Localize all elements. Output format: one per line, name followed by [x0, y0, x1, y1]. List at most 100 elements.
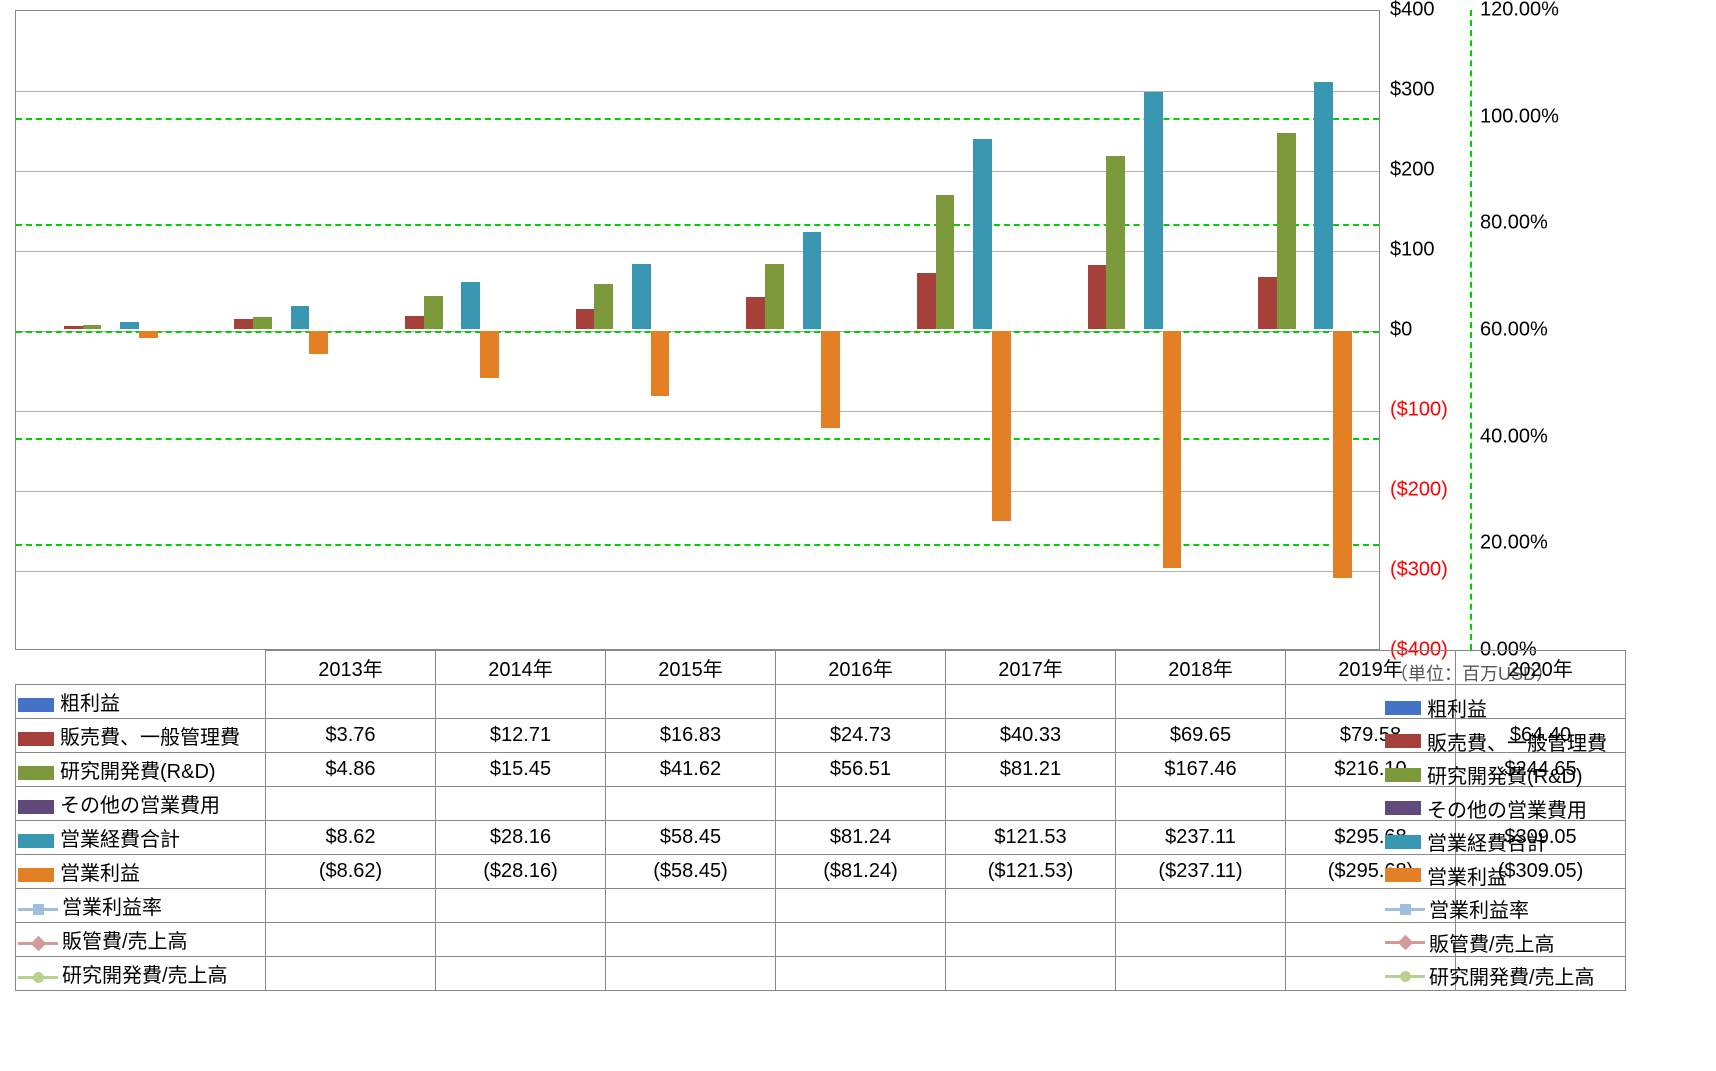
legend-item: 研究開発費/売上高 [1385, 959, 1607, 993]
table-cell: $16.83 [606, 719, 776, 753]
table-cell [946, 957, 1116, 991]
bar-opex [803, 232, 822, 329]
legend-label: 販管費/売上高 [1429, 928, 1555, 957]
bar-opex [632, 264, 651, 329]
table-cell [776, 889, 946, 923]
series-label: その他の営業費用 [60, 795, 220, 817]
table-cell [266, 685, 436, 719]
legend-label: 研究開発費(R&D) [1427, 760, 1583, 789]
legend-label: 営業経費合計 [1427, 827, 1547, 856]
table-cell: ($121.53) [946, 855, 1116, 889]
table-cell: $58.45 [606, 821, 776, 855]
table-cell: $167.46 [1116, 753, 1286, 787]
table-cell [606, 787, 776, 821]
legend-item: 営業経費合計 [1385, 825, 1607, 859]
bar-sga [576, 309, 595, 329]
table-cell [946, 685, 1116, 719]
table-cell [946, 923, 1116, 957]
bar-opex [120, 322, 139, 329]
table-cell: ($58.45) [606, 855, 776, 889]
bar-rnd [1277, 133, 1296, 329]
table-cell [606, 685, 776, 719]
secondary-axis-line [1470, 10, 1472, 650]
table-cell [436, 787, 606, 821]
table-cell: $12.71 [436, 719, 606, 753]
legend-item: 販管費/売上高 [1385, 926, 1607, 960]
bar-opex [973, 139, 992, 329]
table-cell [266, 787, 436, 821]
bar-sga [1088, 265, 1107, 329]
y-tick-label: $0 [1390, 319, 1412, 342]
table-cell [266, 923, 436, 957]
series-label: 営業利益率 [62, 897, 162, 919]
y2-tick-label: 120.00% [1480, 0, 1559, 22]
y-tick-label: ($100) [1390, 399, 1448, 422]
y2-tick-label: 40.00% [1480, 425, 1548, 448]
table-cell: $24.73 [776, 719, 946, 753]
y-tick-label: $400 [1390, 0, 1435, 22]
y-tick-label: ($200) [1390, 479, 1448, 502]
bar-opex [291, 306, 310, 329]
secondary-y-axis: 120.00%100.00%80.00%60.00%40.00%20.00%0.… [1480, 10, 1590, 650]
y2-tick-label: 20.00% [1480, 532, 1548, 555]
y-tick-label: $300 [1390, 79, 1435, 102]
legend-label: 粗利益 [1427, 693, 1487, 722]
table-cell: ($28.16) [436, 855, 606, 889]
table-cell [1116, 889, 1286, 923]
series-label: 研究開発費(R&D) [60, 761, 216, 783]
table-cell [1116, 923, 1286, 957]
bar-rnd [594, 284, 613, 329]
bar-rnd [936, 195, 955, 329]
bar-opinc [821, 331, 840, 428]
bar-opinc [651, 331, 670, 396]
gridline [16, 251, 1379, 252]
legend-label: 営業利益率 [1429, 894, 1529, 923]
y2-tick-label: 80.00% [1480, 212, 1548, 235]
table-cell [1116, 787, 1286, 821]
series-label: 粗利益 [60, 693, 120, 715]
table-cell [776, 787, 946, 821]
bar-rnd [253, 317, 272, 329]
bar-opinc [309, 331, 328, 354]
gridline [16, 571, 1379, 572]
gridline [16, 91, 1379, 92]
table-cell [1116, 957, 1286, 991]
series-label: 販売費、一般管理費 [60, 727, 240, 749]
table-cell [436, 957, 606, 991]
right-legend: 粗利益販売費、一般管理費研究開発費(R&D)その他の営業費用営業経費合計営業利益… [1385, 691, 1607, 993]
table-cell [946, 889, 1116, 923]
table-cell: $40.33 [946, 719, 1116, 753]
legend-item: 営業利益率 [1385, 892, 1607, 926]
bar-opex [1144, 92, 1163, 329]
bar-sga [917, 273, 936, 329]
bar-opinc [139, 331, 158, 338]
table-cell [776, 685, 946, 719]
bar-opinc [1163, 331, 1182, 568]
table-cell [436, 889, 606, 923]
series-label: 営業利益 [60, 863, 140, 885]
table-cell: $15.45 [436, 753, 606, 787]
y2-tick-label: 60.00% [1480, 319, 1548, 342]
y-tick-label: ($300) [1390, 559, 1448, 582]
legend-item: 販売費、一般管理費 [1385, 725, 1607, 759]
bar-rnd [424, 296, 443, 329]
legend-item: 営業利益 [1385, 859, 1607, 893]
table-cell: $69.65 [1116, 719, 1286, 753]
legend-label: 販売費、一般管理費 [1427, 727, 1607, 756]
plot-area [15, 10, 1380, 650]
table-cell: $28.16 [436, 821, 606, 855]
secondary-gridline [16, 118, 1379, 120]
table-cell: $81.24 [776, 821, 946, 855]
bar-sga [1258, 277, 1277, 329]
table-cell [266, 889, 436, 923]
series-label: 販管費/売上高 [62, 931, 188, 953]
bar-sga [746, 297, 765, 329]
legend-item: 研究開発費(R&D) [1385, 758, 1607, 792]
table-cell: $121.53 [946, 821, 1116, 855]
table-cell: $4.86 [266, 753, 436, 787]
secondary-gridline [16, 224, 1379, 226]
table-cell [436, 685, 606, 719]
table-cell [776, 957, 946, 991]
bar-rnd [1106, 156, 1125, 329]
bar-sga [405, 316, 424, 329]
